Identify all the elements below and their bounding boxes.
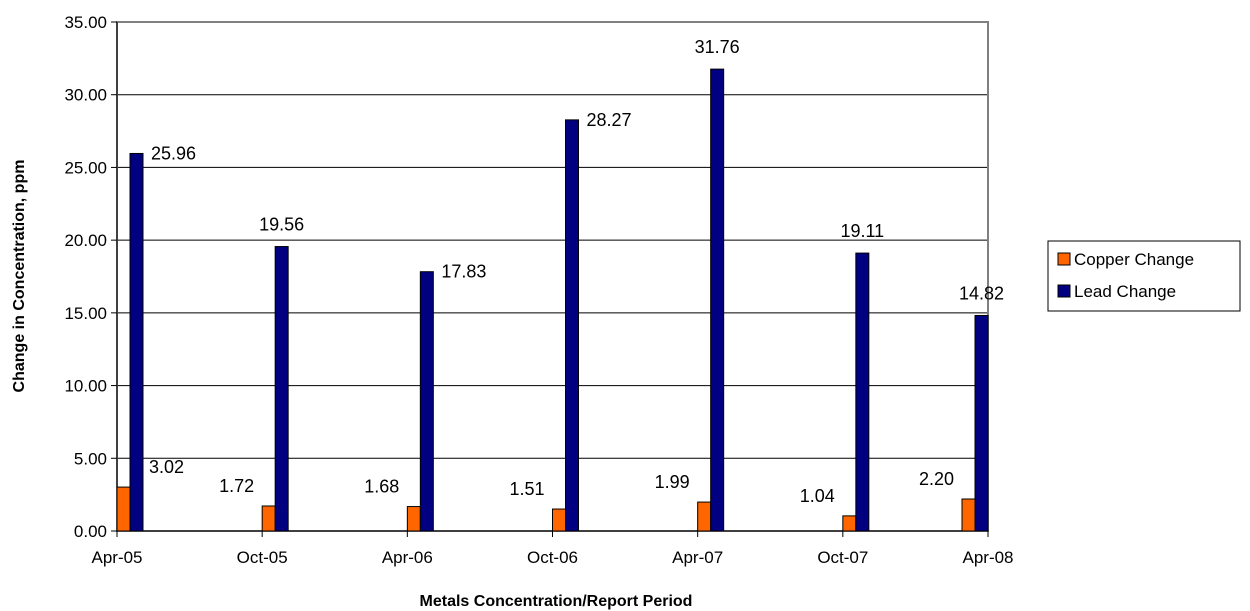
legend-box xyxy=(1047,240,1241,312)
y-tick-label: 20.00 xyxy=(64,231,107,250)
data-label-copper: 1.68 xyxy=(364,477,399,497)
legend-label-lead: Lead Change xyxy=(1074,282,1176,301)
x-tick-label: Oct-05 xyxy=(237,548,288,567)
x-tick-label: Apr-05 xyxy=(91,548,142,567)
bar-lead xyxy=(855,252,870,532)
bar-lead xyxy=(274,246,289,532)
y-tick-label: 35.00 xyxy=(64,13,107,32)
data-label-lead: 31.76 xyxy=(695,37,740,57)
x-axis-title: Metals Concentration/Report Period xyxy=(420,593,693,610)
bar-lead xyxy=(129,152,144,532)
bar-lead xyxy=(710,68,725,532)
y-axis-title: Change in Concentration, ppm xyxy=(11,160,28,393)
legend-swatch-lead xyxy=(1057,284,1071,298)
x-axis: Apr-05 Oct-05 Apr-06 Oct-06 Apr-07 Oct-07 Apr-… xyxy=(91,530,1014,567)
gridlines xyxy=(117,94,988,459)
x-tick-label: Oct-06 xyxy=(527,548,578,567)
y-axis: 0.00 5.00 10.00 15.00 20.00 25.00 30.00 35.00 xyxy=(64,13,118,541)
bar-copper xyxy=(552,508,566,532)
data-label-copper: 1.04 xyxy=(800,486,835,506)
bar-lead xyxy=(565,119,579,532)
legend-label-copper: Copper Change xyxy=(1074,250,1194,269)
bar-lead xyxy=(974,314,989,532)
bar-copper xyxy=(406,506,421,532)
x-tick-label: Apr-07 xyxy=(672,548,723,567)
data-label-lead: 19.56 xyxy=(259,215,304,235)
bar-copper xyxy=(697,501,712,532)
bars xyxy=(116,68,989,532)
bar-copper xyxy=(961,498,976,532)
data-label-copper: 2.20 xyxy=(919,469,954,489)
y-tick-label: 10.00 xyxy=(64,377,107,396)
y-tick-label: 30.00 xyxy=(64,86,107,105)
data-label-lead: 25.96 xyxy=(151,143,196,163)
data-label-copper: 1.51 xyxy=(509,479,544,499)
data-label-lead: 28.27 xyxy=(587,110,632,130)
bar-copper xyxy=(842,515,857,532)
y-tick-label: 0.00 xyxy=(74,522,107,541)
y-tick-label: 15.00 xyxy=(64,304,107,323)
x-tick-label: Oct-07 xyxy=(817,548,868,567)
data-labels: 3.02 25.96 1.72 19.56 1.68 17.83 1.51 28.27 1.99… xyxy=(149,37,1004,506)
data-label-copper: 1.72 xyxy=(219,476,254,496)
y-tick-label: 25.00 xyxy=(64,158,107,177)
y-tick-label: 5.00 xyxy=(74,449,107,468)
x-tick-label: Apr-06 xyxy=(382,548,433,567)
legend-swatch-copper xyxy=(1057,252,1071,266)
data-label-lead: 19.11 xyxy=(840,221,884,241)
data-label-copper: 1.99 xyxy=(655,472,690,492)
x-tick-label: Apr-08 xyxy=(962,548,1013,567)
data-label-copper: 3.02 xyxy=(149,457,184,477)
data-label-lead: 17.83 xyxy=(441,262,486,282)
data-label-lead: 14.82 xyxy=(959,283,1004,303)
bar-copper xyxy=(261,505,276,532)
legend: Copper Change Lead Change xyxy=(1047,240,1241,312)
bar-lead xyxy=(419,271,434,532)
bar-copper xyxy=(116,486,131,532)
